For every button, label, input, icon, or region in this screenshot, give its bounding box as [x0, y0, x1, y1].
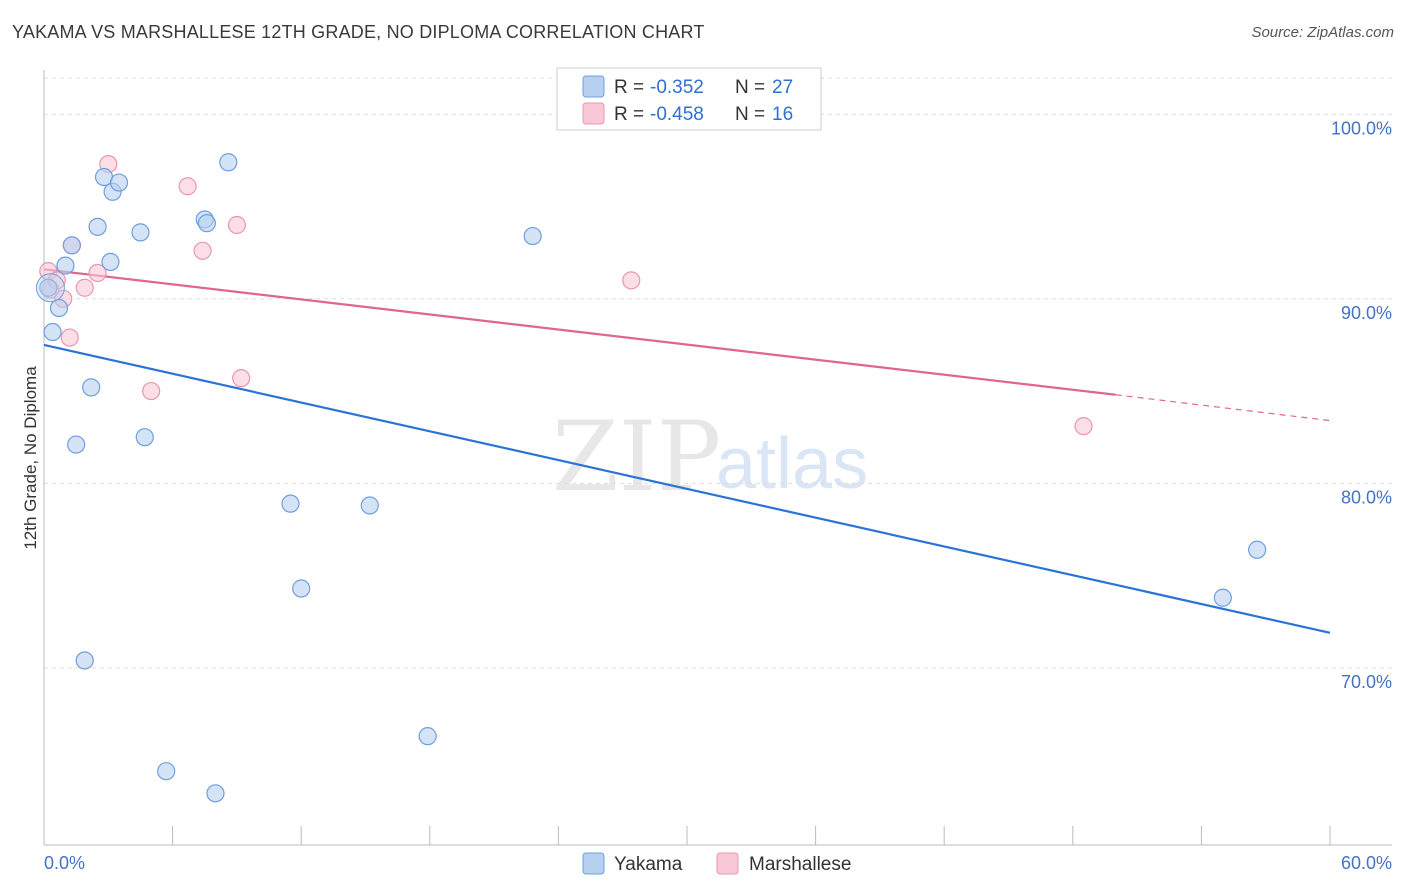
- bottom-legend-label-marshallese: Marshallese: [749, 854, 851, 875]
- point-yakama-12: [109, 173, 129, 192]
- point-yakama-10: [101, 252, 120, 272]
- point-yakama-15: [157, 762, 176, 781]
- point-yakama-1: [43, 322, 62, 342]
- point-marshallese-11: [193, 241, 212, 260]
- correlation-legend: R = -0.352 N = 27 R = -0.458 N = 16: [556, 67, 822, 131]
- y-tick-label-100: 100.0%: [1331, 118, 1392, 138]
- x-tick-marks: [43, 826, 1331, 845]
- point-yakama-0: [39, 278, 58, 297]
- trend-line-marshallese-extension: [1115, 394, 1331, 422]
- point-marshallese-7: [88, 263, 107, 283]
- point-marshallese-9: [142, 381, 161, 401]
- legend-swatch-yakama: [582, 75, 605, 98]
- y-tick-label-70: 70.0%: [1341, 672, 1392, 692]
- point-marshallese-4: [60, 328, 79, 347]
- chart-source: Source: ZipAtlas.com: [1251, 24, 1394, 41]
- point-yakama-24: [523, 226, 542, 246]
- trend-line-yakama: [43, 343, 1331, 634]
- chart-title: YAKAMA VS MARSHALLESE 12TH GRADE, NO DIP…: [12, 22, 705, 42]
- legend-n-value-yakama: 27: [772, 77, 793, 98]
- point-yakama-7: [82, 378, 101, 397]
- legend-r-label-marshallese: R =: [614, 104, 644, 125]
- legend-r-value-yakama: -0.352: [650, 77, 704, 98]
- y-tick-labels: 70.0% 80.0% 90.0% 100.0%: [1331, 118, 1392, 692]
- point-yakama-19: [219, 153, 238, 172]
- legend-r-label-yakama: R =: [614, 77, 644, 98]
- x-tick-label-max: 60.0%: [1341, 853, 1392, 873]
- point-yakama-25: [1213, 588, 1232, 607]
- point-marshallese-13: [232, 369, 251, 388]
- y-axis-title: 12th Grade, No Diploma: [21, 366, 40, 550]
- legend-n-label-yakama: N =: [735, 77, 765, 98]
- legend-swatch-marshallese: [582, 102, 605, 125]
- point-yakama-14: [135, 428, 154, 447]
- point-yakama-17: [197, 214, 216, 233]
- point-yakama-18: [206, 784, 225, 803]
- trend-lines: [43, 268, 1331, 634]
- point-marshallese-14: [622, 271, 641, 290]
- point-yakama-5: [67, 435, 86, 454]
- point-marshallese-15: [1074, 417, 1093, 436]
- point-yakama-22: [360, 496, 379, 515]
- legend-n-value-marshallese: 16: [772, 104, 793, 125]
- data-points: [35, 153, 1267, 803]
- point-yakama-23: [418, 727, 437, 746]
- bottom-legend-label-yakama: Yakama: [614, 854, 683, 875]
- point-yakama-20: [281, 494, 300, 513]
- point-yakama-8: [88, 217, 107, 236]
- point-yakama-3: [56, 256, 75, 275]
- point-yakama-4: [62, 236, 81, 255]
- trend-line-marshallese: [43, 268, 1116, 396]
- point-cluster-origin: [35, 273, 65, 303]
- point-marshallese-10: [178, 177, 197, 196]
- legend-n-label-marshallese: N =: [735, 104, 765, 125]
- point-marshallese-6: [75, 278, 94, 297]
- point-yakama-13: [131, 223, 150, 242]
- y-tick-label-80: 80.0%: [1341, 487, 1392, 507]
- legend-r-value-marshallese: -0.458: [650, 104, 704, 125]
- point-yakama-21: [292, 579, 311, 598]
- watermark-atlas: atlas: [716, 424, 868, 504]
- watermark: ZIP atlas: [552, 401, 868, 513]
- watermark-zip: ZIP: [552, 401, 721, 513]
- y-tick-label-90: 90.0%: [1341, 303, 1392, 323]
- point-marshallese-12: [227, 215, 246, 235]
- point-yakama-26: [1248, 540, 1267, 559]
- point-yakama-2: [49, 298, 69, 318]
- bottom-legend-swatch-yakama: [582, 852, 605, 875]
- series-legend: Yakama Marshallese: [582, 852, 851, 875]
- x-tick-label-min: 0.0%: [44, 853, 85, 873]
- bottom-legend-swatch-marshallese: [716, 852, 739, 875]
- point-yakama-6: [75, 651, 94, 670]
